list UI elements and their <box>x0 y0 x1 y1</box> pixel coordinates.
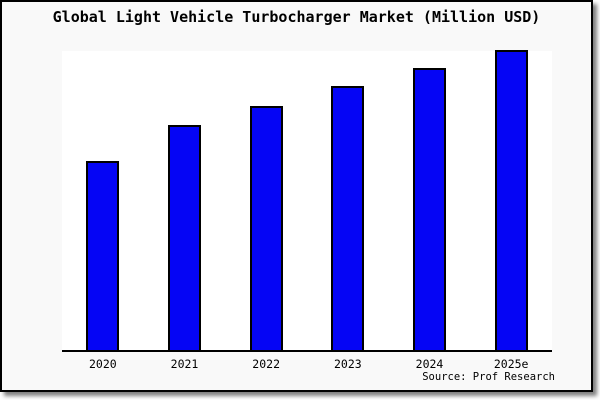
bar-2021 <box>168 125 201 350</box>
plot-area <box>62 50 552 352</box>
bar-2022 <box>249 106 283 350</box>
x-tick-label-2023: 2023 <box>333 357 362 371</box>
bar-2020 <box>86 161 120 350</box>
bar-2024 <box>413 68 446 350</box>
x-axis-labels: 2020 2021 2022 2023 2024 2025e <box>2 357 595 373</box>
x-tick-label-2025e: 2025e <box>493 357 529 371</box>
x-tick-label-2021: 2021 <box>170 357 199 371</box>
chart-title: Global Light Vehicle Turbocharger Market… <box>52 8 541 26</box>
bar-2023 <box>331 86 365 350</box>
source-credit: Source: Prof Research <box>422 371 555 383</box>
x-tick-label-2020: 2020 <box>88 357 117 371</box>
x-tick-label-2022: 2022 <box>252 357 280 371</box>
chart-panel: Global Light Vehicle Turbocharger Market… <box>0 0 593 392</box>
bar-2025e <box>494 50 528 350</box>
x-tick-label-2024: 2024 <box>415 357 444 371</box>
